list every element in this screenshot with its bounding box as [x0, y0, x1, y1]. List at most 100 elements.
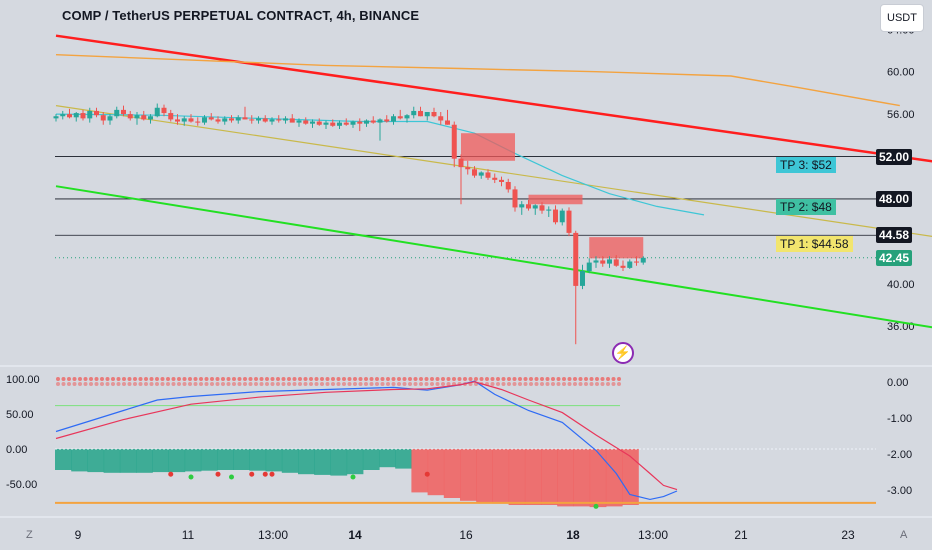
- ob-marker: [72, 377, 77, 381]
- candle-body: [316, 121, 322, 125]
- ob-marker: [501, 382, 506, 386]
- ob-marker: [485, 377, 489, 381]
- ob-marker: [589, 382, 594, 386]
- ob-marker: [94, 382, 99, 386]
- candle-body: [60, 114, 66, 117]
- lightning-icon[interactable]: ⚡: [612, 342, 634, 364]
- ob-marker: [243, 377, 247, 381]
- ob-marker: [573, 377, 577, 381]
- candle-body: [505, 181, 511, 190]
- ob-marker: [111, 382, 115, 386]
- ob-marker: [435, 377, 440, 381]
- ob-marker: [116, 377, 121, 381]
- ob-marker: [188, 382, 192, 386]
- ob-marker: [276, 382, 280, 386]
- x-tick-label: 16: [459, 528, 473, 542]
- candle-body: [141, 115, 147, 120]
- ob-marker: [237, 377, 242, 381]
- candle-body: [492, 177, 498, 180]
- ob-marker: [166, 382, 170, 386]
- candle-body: [424, 112, 430, 117]
- histogram-bar: [217, 449, 234, 470]
- ob-marker: [474, 377, 478, 381]
- supply-zone: [528, 194, 583, 205]
- candle-body: [195, 121, 201, 123]
- osc-left-tick: 0.00: [6, 444, 27, 456]
- candle-body: [343, 122, 349, 125]
- ob-marker: [364, 382, 368, 386]
- candle-body: [337, 122, 342, 126]
- ob-marker: [287, 382, 291, 386]
- ob-marker: [413, 377, 418, 381]
- ob-marker: [562, 377, 566, 381]
- ob-marker: [237, 382, 242, 386]
- currency-button[interactable]: USDT: [880, 4, 924, 32]
- auto-scale-button[interactable]: A: [900, 529, 908, 541]
- ob-marker: [529, 377, 533, 381]
- ob-marker: [336, 382, 341, 386]
- x-tick-label: 13:00: [638, 528, 668, 542]
- candle-body: [445, 120, 450, 125]
- ob-marker: [248, 377, 253, 381]
- candle-body: [53, 116, 59, 119]
- ob-marker: [177, 382, 181, 386]
- ob-marker: [523, 382, 528, 386]
- candle-body: [215, 119, 221, 122]
- ob-marker: [556, 377, 561, 381]
- ob-marker: [545, 377, 550, 381]
- ob-marker: [215, 382, 220, 386]
- ob-marker: [358, 377, 363, 381]
- ob-marker: [397, 377, 401, 381]
- x-tick-label: 18: [566, 528, 580, 542]
- x-tick-label: 11: [182, 528, 195, 542]
- ob-marker: [314, 382, 319, 386]
- ob-marker: [617, 382, 621, 386]
- ob-marker: [67, 382, 71, 386]
- signal-dot-green: [229, 474, 234, 480]
- histogram-bar: [103, 449, 121, 473]
- ob-marker: [364, 377, 368, 381]
- ob-marker: [259, 382, 264, 386]
- ob-marker: [166, 377, 170, 381]
- candle-body: [121, 109, 126, 115]
- ob-marker: [276, 377, 280, 381]
- candle-body: [384, 119, 390, 122]
- ob-marker: [397, 382, 401, 386]
- histogram-bar: [492, 449, 510, 504]
- ob-marker: [347, 382, 352, 386]
- candle-body: [478, 172, 484, 176]
- osc-right-tick: 0.00: [887, 377, 908, 389]
- candle-body: [418, 110, 423, 117]
- ob-marker: [254, 377, 258, 381]
- ob-marker: [518, 377, 522, 381]
- candle-body: [499, 179, 504, 182]
- histogram-bar: [476, 449, 493, 503]
- ob-marker: [298, 382, 302, 386]
- candle-body: [175, 119, 180, 122]
- ob-marker: [193, 377, 198, 381]
- ob-marker: [380, 377, 385, 381]
- histogram-bar: [265, 449, 283, 472]
- ob-marker: [188, 377, 192, 381]
- signal-dot-red: [249, 471, 255, 477]
- take-profit-tag: TP 1: $44.58: [776, 236, 853, 253]
- ob-marker: [342, 377, 346, 381]
- ob-marker: [221, 377, 225, 381]
- ob-marker: [221, 382, 225, 386]
- ob-marker: [441, 382, 445, 386]
- candle-body: [67, 114, 72, 118]
- ob-marker: [193, 382, 198, 386]
- timezone-button[interactable]: Z: [26, 529, 33, 541]
- candle-body: [154, 107, 160, 117]
- candle-body: [249, 119, 255, 121]
- candle-body: [539, 205, 545, 211]
- candle-body: [532, 205, 538, 209]
- ob-marker: [331, 382, 335, 386]
- candle-body: [397, 116, 403, 119]
- candle-body: [640, 257, 646, 263]
- histogram-bar: [298, 449, 315, 475]
- y-tick-label: 60.00: [887, 67, 915, 79]
- ob-marker: [122, 382, 126, 386]
- candle-body: [472, 169, 477, 176]
- osc-right-tick: -2.00: [887, 449, 912, 461]
